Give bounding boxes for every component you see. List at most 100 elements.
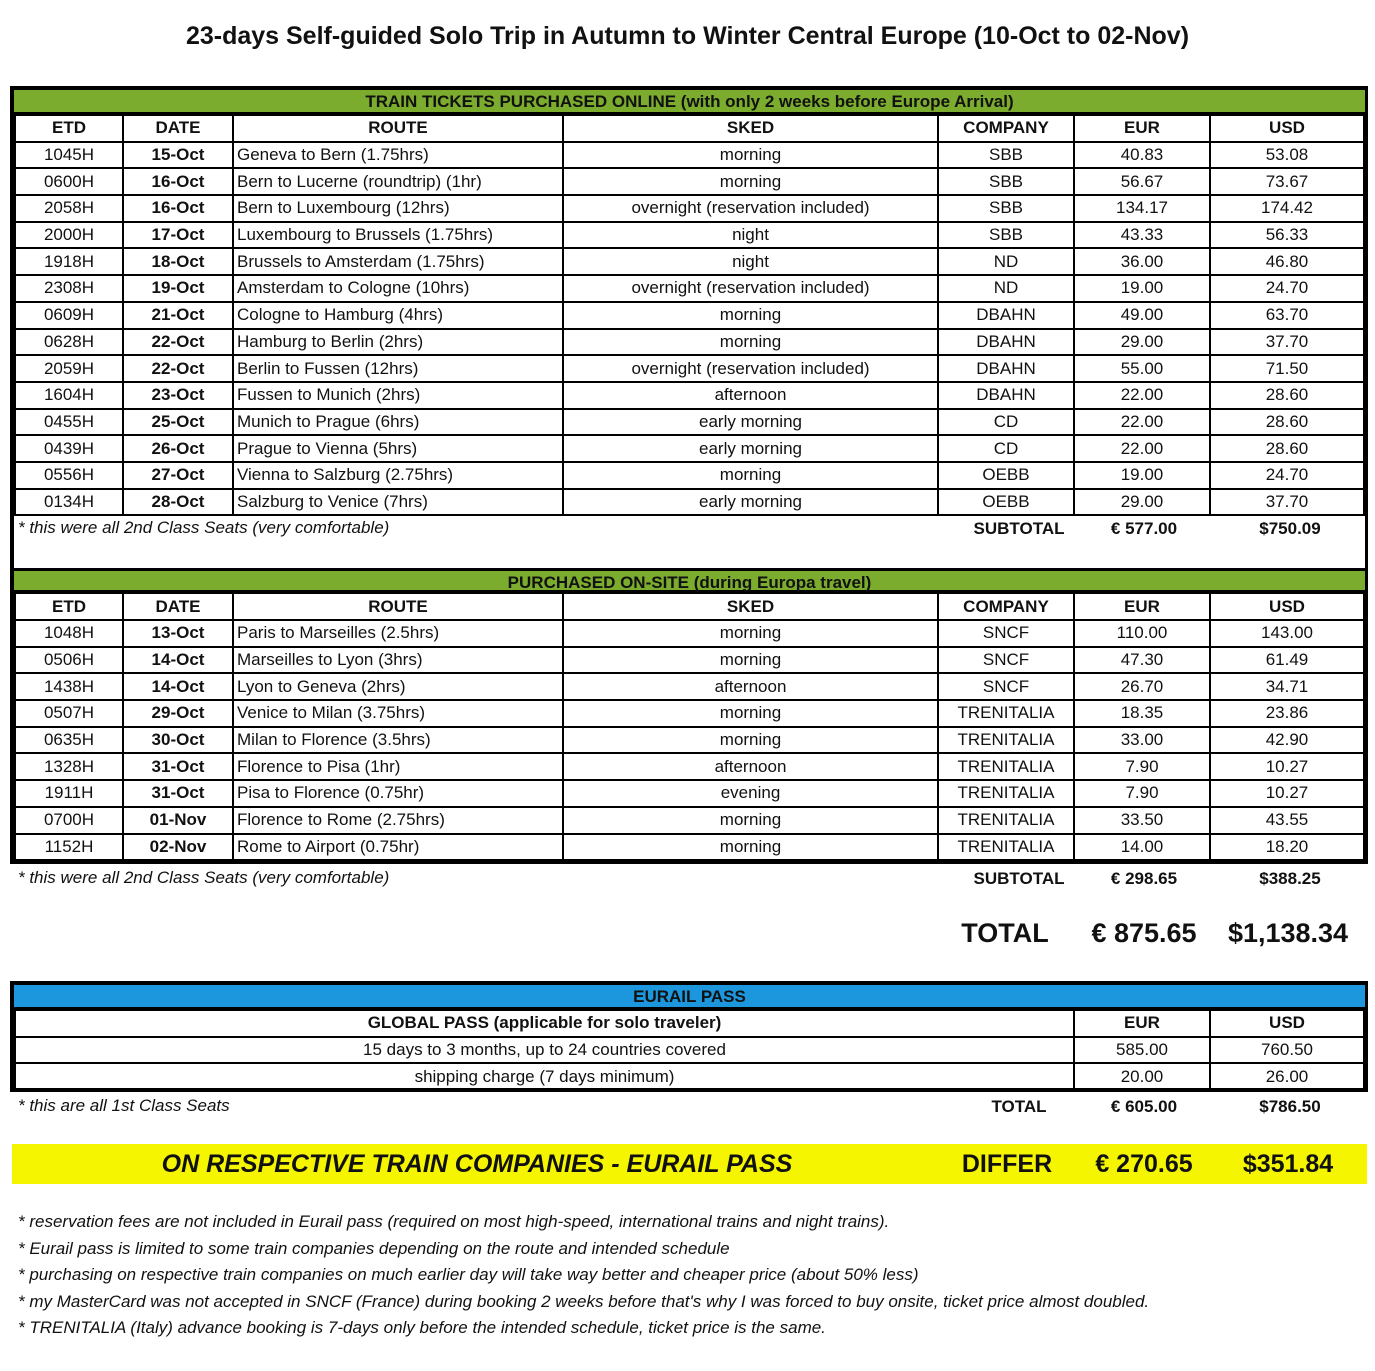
cell-usd: 23.86 [1209,699,1365,728]
cell-usd: 73.67 [1209,167,1365,197]
cell-route: Brussels to Amsterdam (1.75hrs) [232,247,564,277]
cell-date: 13-Oct [122,619,234,648]
cell-etd: 1604H [14,380,124,410]
cell-route: Geneva to Bern (1.75hrs) [232,140,564,170]
cell-eur: 19.00 [1073,274,1211,303]
cell-etd: 0700H [14,805,124,835]
differ-text: ON RESPECTIVE TRAIN COMPANIES - EURAIL P… [161,1150,793,1178]
cell-company: DBAHN [937,300,1075,330]
cell-date: 25-Oct [122,407,234,437]
cell-date: 22-Oct [122,327,234,357]
cell-route: Prague to Vienna (5hrs) [232,434,564,463]
online-subtotal-label: SUBTOTAL [973,519,1065,539]
eurail-heading: EURAIL PASS [14,985,1365,1009]
eurail-total-eur: € 605.00 [1110,1097,1178,1116]
cell-etd: 1918H [14,247,124,277]
cell-etd: 0134H [14,487,124,517]
cell-route: Bern to Luxembourg (12hrs) [232,194,564,223]
table-row: 0134H 28-Oct Salzburg to Venice (7hrs) earl… [14,487,1365,517]
cell-company: DBAHN [937,327,1075,357]
footnote: * TRENITALIA (Italy) advance booking is … [18,1318,826,1338]
cell-sked: morning [562,300,939,330]
cell-sked: morning [562,619,939,648]
cell-route: Berlin to Fussen (12hrs) [232,354,564,383]
cell-etd: 0439H [14,434,124,463]
cell-etd: 0507H [14,699,124,728]
grand-total-usd: $1,138.34 [1227,918,1349,948]
cell-eur: 36.00 [1073,247,1211,277]
cell-eur: 29.00 [1073,327,1211,357]
column-header-date: DATE [122,114,234,143]
cell-company: SNCF [937,645,1075,675]
cell-usd: 24.70 [1209,274,1365,303]
cell-eur: 43.33 [1073,220,1211,250]
cell-etd: 1328H [14,752,124,782]
online-note: * this were all 2nd Class Seats (very co… [18,518,390,538]
table-row: 0507H 29-Oct Venice to Milan (3.75hrs) morn… [14,699,1365,728]
cell-date: 22-Oct [122,354,234,383]
cell-eur: 55.00 [1073,354,1211,383]
table-row: 0628H 22-Oct Hamburg to Berlin (2hrs) morni… [14,327,1365,357]
cell-eur: 18.35 [1073,699,1211,728]
column-header-row: ETD DATE ROUTE SKED COMPANY EUR USD [14,114,1365,143]
eurail-total-usd: $786.50 [1259,1097,1321,1116]
online-subtotal-row: * this were all 2nd Class Seats (very co… [14,516,1365,568]
cell-eur: 7.90 [1073,779,1211,808]
cell-usd: 56.33 [1209,220,1365,250]
eurail-frame: EURAIL PASS GLOBAL PASS (applicable for … [10,981,1368,1092]
footnote: * my MasterCard was not accepted in SNCF… [18,1291,1150,1311]
cell-usd: 37.70 [1209,487,1365,517]
cell-sked: overnight (reservation included) [562,354,939,383]
cell-usd: 42.90 [1209,725,1365,755]
table-row: 0455H 25-Oct Munich to Prague (6hrs) early … [14,407,1365,437]
cell-eur: 110.00 [1073,619,1211,648]
eurail-usd: 760.50 [1209,1035,1365,1065]
cell-company: OEBB [937,460,1075,490]
grand-total-eur: € 875.65 [1091,918,1197,948]
cell-eur: 22.00 [1073,407,1211,437]
cell-sked: early morning [562,434,939,463]
eurail-total-label: TOTAL [991,1097,1047,1116]
cell-date: 26-Oct [122,434,234,463]
cell-etd: 2000H [14,220,124,250]
cell-route: Rome to Airport (0.75hr) [232,832,564,862]
cell-sked: morning [562,167,939,197]
online-section-heading: TRAIN TICKETS PURCHASED ONLINE (with onl… [14,90,1365,114]
cell-company: ND [937,247,1075,277]
cell-company: TRENITALIA [937,805,1075,835]
table-row: 0439H 26-Oct Prague to Vienna (5hrs) early … [14,434,1365,463]
cell-eur: 33.50 [1073,805,1211,835]
cell-eur: 14.00 [1073,832,1211,862]
cell-company: SBB [937,140,1075,170]
footnote: * reservation fees are not included in E… [18,1212,890,1231]
eurail-header-row: GLOBAL PASS (applicable for solo travele… [14,1009,1365,1038]
cell-company: SBB [937,167,1075,197]
eurail-col-usd: USD [1209,1009,1365,1038]
table-row: 0635H 30-Oct Milan to Florence (3.5hrs) mor… [14,725,1365,755]
onsite-subtotal-label: SUBTOTAL [973,869,1065,888]
cell-company: SBB [937,194,1075,223]
cell-usd: 18.20 [1209,832,1365,862]
cell-sked: morning [562,460,939,490]
cell-sked: night [562,247,939,277]
table-row: 2308H 19-Oct Amsterdam to Cologne (10hrs) o… [14,274,1365,303]
cell-sked: early morning [562,407,939,437]
cell-sked: morning [562,805,939,835]
cell-route: Munich to Prague (6hrs) [232,407,564,437]
cell-eur: 19.00 [1073,460,1211,490]
cell-date: 28-Oct [122,487,234,517]
column-header-route: ROUTE [232,114,564,143]
cell-route: Lyon to Geneva (2hrs) [232,672,564,702]
differ-label: DIFFER [961,1150,1053,1178]
cell-etd: 0556H [14,460,124,490]
cell-date: 15-Oct [122,140,234,170]
cell-eur: 29.00 [1073,487,1211,517]
cell-route: Fussen to Munich (2hrs) [232,380,564,410]
cell-company: TRENITALIA [937,699,1075,728]
eurail-usd: 26.00 [1209,1062,1365,1092]
page-title: 23-days Self-guided Solo Trip in Autumn … [185,22,1190,50]
train-tickets-frame: TRAIN TICKETS PURCHASED ONLINE (with onl… [10,86,1368,864]
cell-company: CD [937,434,1075,463]
column-header-company: COMPANY [937,592,1075,621]
cell-route: Salzburg to Venice (7hrs) [232,487,564,517]
